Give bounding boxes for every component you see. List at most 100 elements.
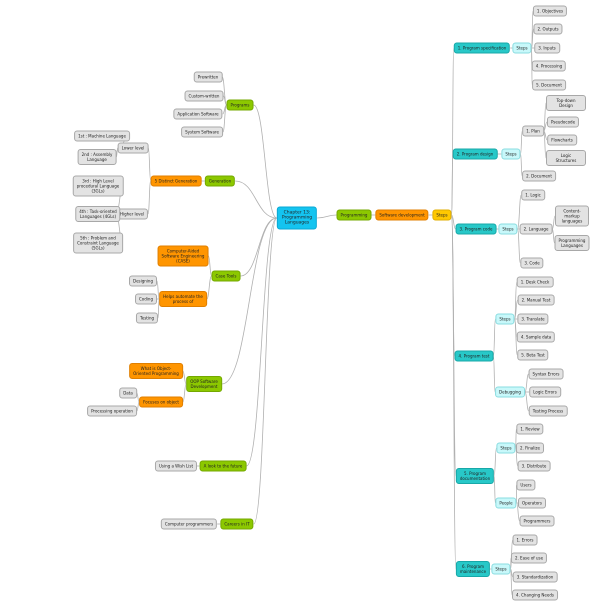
node-p3a[interactable]: 1. Logic bbox=[521, 189, 545, 201]
node-p1a[interactable]: 1. Objectives bbox=[532, 5, 568, 17]
node-custom[interactable]: Custom-written bbox=[184, 90, 224, 102]
node-p5s[interactable]: Steps bbox=[496, 442, 516, 454]
node-debug[interactable]: Debugging bbox=[495, 386, 525, 398]
node-swdev[interactable]: Software development bbox=[375, 209, 429, 221]
node-p6d[interactable]: 4. Changing Needs bbox=[512, 589, 558, 601]
node-content[interactable]: Content-markup languages bbox=[555, 205, 589, 227]
node-p6a[interactable]: 1. Errors bbox=[512, 534, 538, 546]
node-p5b[interactable]: 2. Finalize bbox=[516, 442, 544, 454]
connector-root-future bbox=[246, 217, 278, 467]
connector-p4s-p4b bbox=[514, 299, 519, 320]
connector-debug-testproc bbox=[524, 391, 530, 412]
node-p6b[interactable]: 2. Ease of use bbox=[510, 552, 548, 564]
node-progr[interactable]: Computer programmers bbox=[160, 518, 218, 530]
node-helps[interactable]: Helps automate the process of bbox=[159, 291, 207, 307]
node-fivegen[interactable]: 5 Distinct Generation bbox=[150, 175, 202, 187]
node-p4c[interactable]: 3. Translate bbox=[517, 313, 549, 325]
node-plan[interactable]: 1. Plan bbox=[522, 125, 544, 137]
node-gen1[interactable]: 1st : Machine Language bbox=[74, 130, 130, 142]
node-p1[interactable]: 1. Program specification bbox=[453, 42, 511, 54]
node-programming[interactable]: Programming bbox=[336, 209, 372, 221]
node-p4s[interactable]: Steps bbox=[495, 313, 515, 325]
node-p1s[interactable]: Steps bbox=[512, 42, 532, 54]
node-syssw[interactable]: System Software bbox=[181, 126, 223, 138]
node-p4b[interactable]: 2. Manual Test bbox=[517, 294, 555, 306]
node-case[interactable]: Computer-Aided Software Engineering (CAS… bbox=[157, 245, 209, 267]
node-p1e[interactable]: 5. Document bbox=[532, 79, 566, 91]
node-p6s[interactable]: Steps bbox=[491, 563, 511, 575]
node-designing[interactable]: Designing bbox=[129, 275, 157, 287]
node-root[interactable]: Chapter 13: Programming Languages bbox=[276, 206, 318, 230]
node-p1b[interactable]: 2. Outputs bbox=[533, 23, 563, 35]
node-wishlist[interactable]: Using a Wish List bbox=[154, 460, 198, 472]
connector-root-oop bbox=[221, 217, 277, 385]
node-operators[interactable]: Operators bbox=[518, 497, 546, 509]
node-coding[interactable]: Coding bbox=[135, 293, 157, 305]
connector-plan-logicst bbox=[543, 130, 547, 159]
node-users[interactable]: Users bbox=[516, 479, 536, 491]
node-casetools[interactable]: Case Tools bbox=[211, 270, 241, 282]
node-focuses[interactable]: Focuses on object bbox=[139, 396, 183, 408]
node-p2[interactable]: 2. Program design bbox=[452, 148, 498, 160]
node-whatoop[interactable]: What is Object- Oriented Programming bbox=[129, 363, 183, 379]
node-p1c[interactable]: 3. Inputs bbox=[534, 42, 560, 54]
node-proglang[interactable]: Programming Languages bbox=[554, 235, 590, 251]
connector-casetools-case bbox=[208, 255, 212, 277]
node-gen5[interactable]: 5th : Problem and Constraint Language (5… bbox=[73, 232, 123, 254]
node-flow[interactable]: Flowcharts bbox=[547, 134, 577, 146]
node-p3b[interactable]: 2. Language bbox=[519, 223, 553, 235]
connector-casetools-helps bbox=[206, 275, 212, 300]
connector-p5-p5s bbox=[493, 447, 497, 477]
node-programs[interactable]: Programs bbox=[226, 99, 254, 111]
node-p5c[interactable]: 3. Distribute bbox=[517, 460, 551, 472]
node-p3s[interactable]: Steps bbox=[498, 223, 518, 235]
node-p4e[interactable]: 5. Beta Test bbox=[517, 349, 549, 361]
node-careers[interactable]: Careers in IT bbox=[220, 518, 254, 530]
connector-p4s-p4e bbox=[514, 318, 518, 356]
node-generation[interactable]: Generation bbox=[204, 175, 236, 187]
node-p4[interactable]: 4. Program test bbox=[454, 350, 494, 362]
node-p4a[interactable]: 1. Desk Check bbox=[516, 276, 554, 288]
node-p2s[interactable]: Steps bbox=[501, 148, 521, 160]
connector-people-programmers bbox=[516, 502, 520, 522]
node-logicerr[interactable]: Logic Errors bbox=[529, 386, 561, 398]
connector-root-programming bbox=[317, 214, 337, 219]
node-gen4[interactable]: 4th : Task-oriented Languages (4GLs) bbox=[75, 206, 121, 222]
connector-fivegen-higher bbox=[147, 180, 152, 215]
node-oop[interactable]: OOP Software Development bbox=[186, 376, 222, 392]
node-data[interactable]: Data bbox=[119, 387, 137, 399]
node-higher[interactable]: Higher level bbox=[115, 208, 149, 220]
node-programmers[interactable]: Programmers bbox=[519, 515, 555, 527]
node-prewritten[interactable]: Prewritten bbox=[193, 71, 223, 83]
node-logicst[interactable]: Logic Structures bbox=[546, 150, 586, 166]
node-p5a[interactable]: 1. Review bbox=[516, 423, 544, 435]
node-p1d[interactable]: 4. Processing bbox=[531, 60, 567, 72]
connector-plan-topdown bbox=[543, 102, 547, 132]
connector-fivegen-lower bbox=[147, 147, 152, 182]
node-p2doc[interactable]: 2. Document bbox=[522, 170, 556, 182]
node-p3[interactable]: 3. Program code bbox=[455, 223, 497, 235]
node-gen2[interactable]: 2nd : Assembly Language bbox=[77, 149, 117, 165]
node-p6[interactable]: 6. Program maintenance bbox=[455, 561, 491, 577]
node-lower[interactable]: Lower level bbox=[117, 142, 149, 154]
node-syntax[interactable]: Syntax Errors bbox=[528, 368, 564, 380]
node-procop[interactable]: Processing operation bbox=[87, 405, 137, 417]
node-steps[interactable]: Steps bbox=[432, 209, 452, 221]
connector-root-careers bbox=[253, 217, 278, 525]
node-p5[interactable]: 5. Program documentation bbox=[455, 468, 495, 484]
node-people[interactable]: People bbox=[495, 497, 517, 509]
node-gen3[interactable]: 3rd : High Level procedural Language (3G… bbox=[72, 175, 124, 197]
connector-p4-p4s bbox=[493, 318, 496, 357]
node-topdown[interactable]: Top-down Design bbox=[546, 95, 586, 111]
node-p4d[interactable]: 4. Sample data bbox=[516, 331, 556, 343]
connector-p5s-p5c bbox=[515, 447, 518, 467]
node-testproc[interactable]: Testing Process bbox=[528, 405, 568, 417]
node-future[interactable]: A look to the future bbox=[199, 460, 247, 472]
node-p6c[interactable]: 3. Standardization bbox=[512, 571, 558, 583]
node-p3c[interactable]: 3. Code bbox=[520, 257, 544, 269]
connector-p3b-content bbox=[552, 215, 556, 230]
node-testing[interactable]: Testing bbox=[135, 312, 159, 324]
node-pseudo[interactable]: Pseudocode bbox=[546, 116, 580, 128]
node-appsw[interactable]: Application Software bbox=[173, 108, 223, 120]
